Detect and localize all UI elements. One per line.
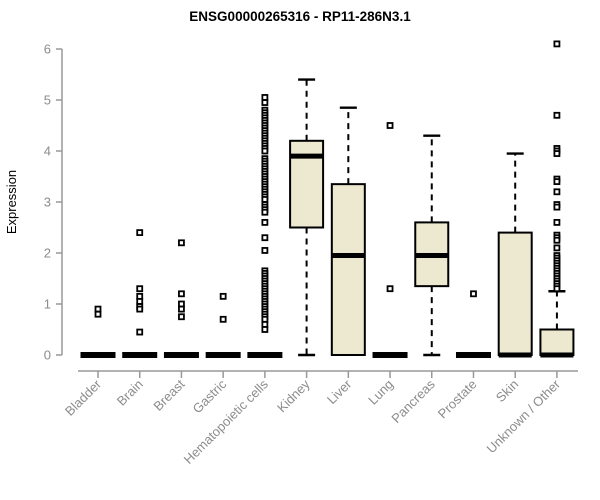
outlier-point <box>553 285 561 293</box>
outlier-point <box>178 290 185 298</box>
outlier-point <box>553 244 561 252</box>
collapsed-box <box>80 352 116 358</box>
x-axis-label: Kidney <box>274 376 313 415</box>
y-tick-label: 5 <box>44 93 51 108</box>
outlier-point <box>178 305 185 313</box>
x-axis-label: Skin <box>493 377 521 405</box>
outlier-point <box>261 247 269 254</box>
y-tick-label: 2 <box>44 246 51 261</box>
outlier-point <box>470 290 477 298</box>
x-axis-label: Pancreas <box>388 376 438 426</box>
outlier-point <box>553 203 561 211</box>
x-axis-label: Prostate <box>435 377 480 422</box>
collapsed-box <box>372 352 408 358</box>
y-tick-label: 6 <box>44 42 51 57</box>
outlier-point <box>136 305 144 313</box>
outlier-point <box>553 188 561 196</box>
x-axis-label: Brain <box>114 377 146 409</box>
outlier-point <box>553 236 561 244</box>
outlier-point <box>136 328 144 336</box>
x-axis-label: Lung <box>365 377 396 408</box>
outlier-point <box>94 310 102 318</box>
outlier-point <box>386 285 394 293</box>
collapsed-box <box>205 352 241 358</box>
box-iqr <box>497 231 533 357</box>
outlier-point <box>553 178 561 186</box>
outlier-point <box>219 315 227 323</box>
y-tick-label: 4 <box>44 144 51 159</box>
y-tick-label: 1 <box>44 297 51 312</box>
outlier-point <box>178 313 185 321</box>
outlier-point <box>261 234 269 242</box>
y-tick-label: 0 <box>44 348 51 363</box>
collapsed-box <box>122 352 158 358</box>
x-axis-label: Gastric <box>190 376 230 416</box>
collapsed-box <box>455 352 491 358</box>
outlier-point <box>261 147 269 155</box>
x-axis-label: Bladder <box>62 376 105 419</box>
outlier-point <box>261 208 269 216</box>
outlier-point <box>553 218 561 226</box>
outlier-point <box>386 122 394 129</box>
x-axis-label: Breast <box>150 376 187 413</box>
outlier-point <box>261 326 269 333</box>
outlier-point <box>553 111 561 119</box>
y-tick-label: 3 <box>44 195 51 210</box>
outlier-point <box>553 150 561 157</box>
y-axis-title: Expression <box>4 170 19 234</box>
box-iqr <box>539 328 575 356</box>
box-iqr <box>330 183 366 356</box>
outlier-point <box>219 292 227 300</box>
chart-title: ENSG00000265316 - RP11-286N3.1 <box>189 9 411 24</box>
collapsed-box <box>163 352 199 358</box>
x-axis-label: Liver <box>324 376 355 407</box>
outlier-point <box>136 285 144 293</box>
outlier-point <box>261 99 269 106</box>
outlier-point <box>136 229 144 237</box>
outlier-point <box>553 40 561 48</box>
collapsed-box <box>247 352 283 358</box>
x-axis-label: Unknown / Other <box>483 376 563 456</box>
outlier-point <box>261 218 269 226</box>
outlier-point <box>178 239 185 247</box>
